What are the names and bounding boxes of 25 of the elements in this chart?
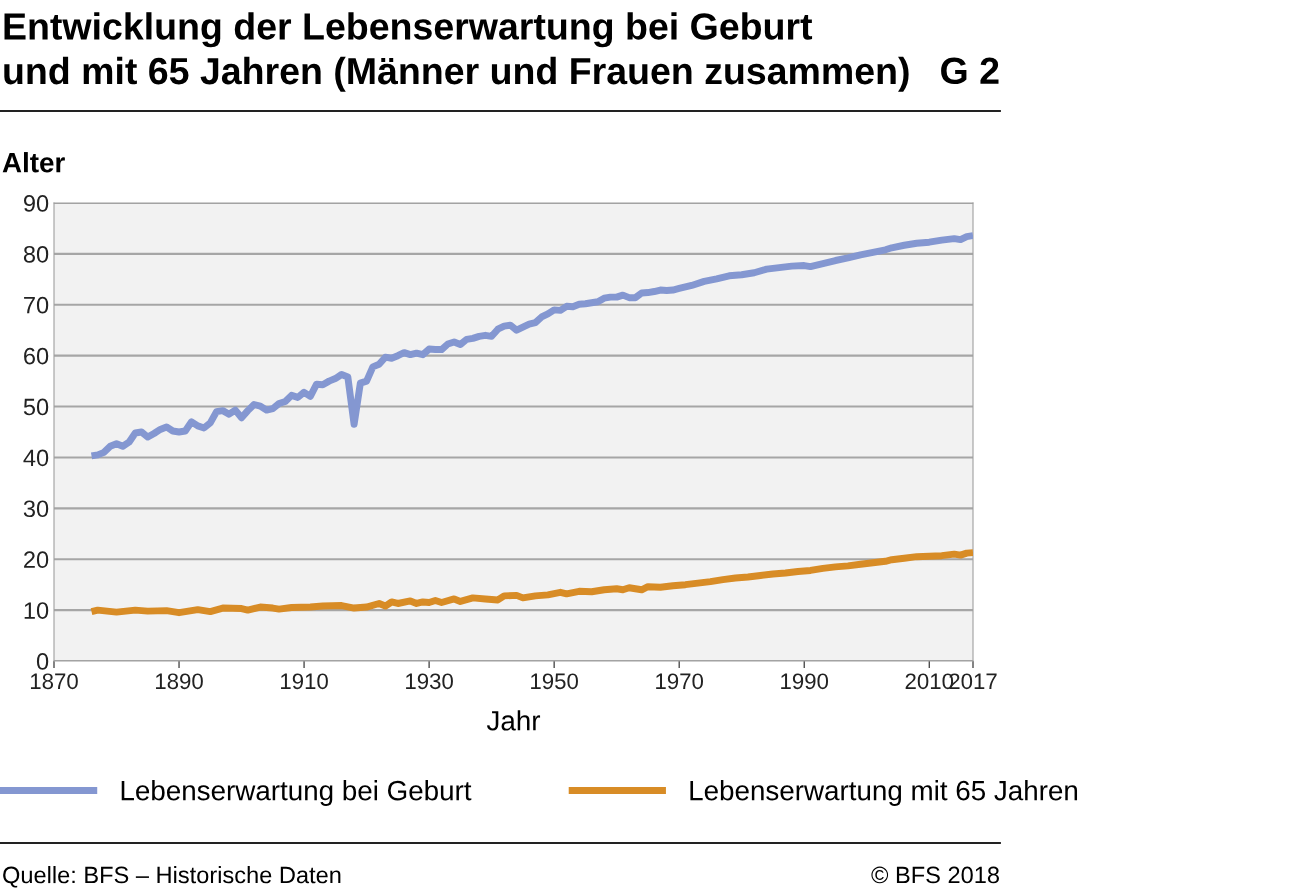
text: © BFS 2018 bbox=[871, 866, 999, 884]
y-tick-label: 30 bbox=[23, 500, 49, 518]
x-tick-label: 1970 bbox=[656, 673, 704, 690]
y-tick-label: 40 bbox=[23, 449, 49, 467]
x-tick-label: 1910 bbox=[281, 673, 328, 690]
y-tick-label: 60 bbox=[24, 347, 49, 365]
x-tick-label: 1930 bbox=[406, 673, 453, 690]
text: G 2 bbox=[941, 57, 999, 85]
y-tick-label: 20 bbox=[24, 551, 49, 569]
x-tick-label: 1870 bbox=[30, 673, 78, 690]
x-tick-label: 1990 bbox=[781, 673, 829, 690]
y-axis-title: Alter bbox=[2, 152, 65, 173]
legend-label: Lebenserwartung bei Geburt bbox=[121, 780, 472, 806]
x-tick-label: 1890 bbox=[156, 673, 203, 690]
y-tick-label: 50 bbox=[23, 398, 49, 416]
y-tick-label: 70 bbox=[24, 296, 49, 314]
y-tick-label: 10 bbox=[24, 602, 49, 619]
x-tick-label: 1950 bbox=[531, 673, 578, 690]
source-note: Quelle: BFS – Historische Daten bbox=[3, 865, 341, 888]
y-tick-label: 0 bbox=[36, 653, 49, 670]
x-axis-title: Jahr bbox=[486, 710, 541, 731]
y-tick-label: 80 bbox=[23, 245, 49, 263]
y-tick-label: 90 bbox=[23, 195, 49, 212]
chart-title: Entwicklung der Lebenserwartung bei Geburt und mit 65 Jahren (Männer und Frauen zusammen) bbox=[4, 12, 909, 92]
legend-label: Lebenserwartung mit 65 Jahren bbox=[690, 780, 1078, 806]
